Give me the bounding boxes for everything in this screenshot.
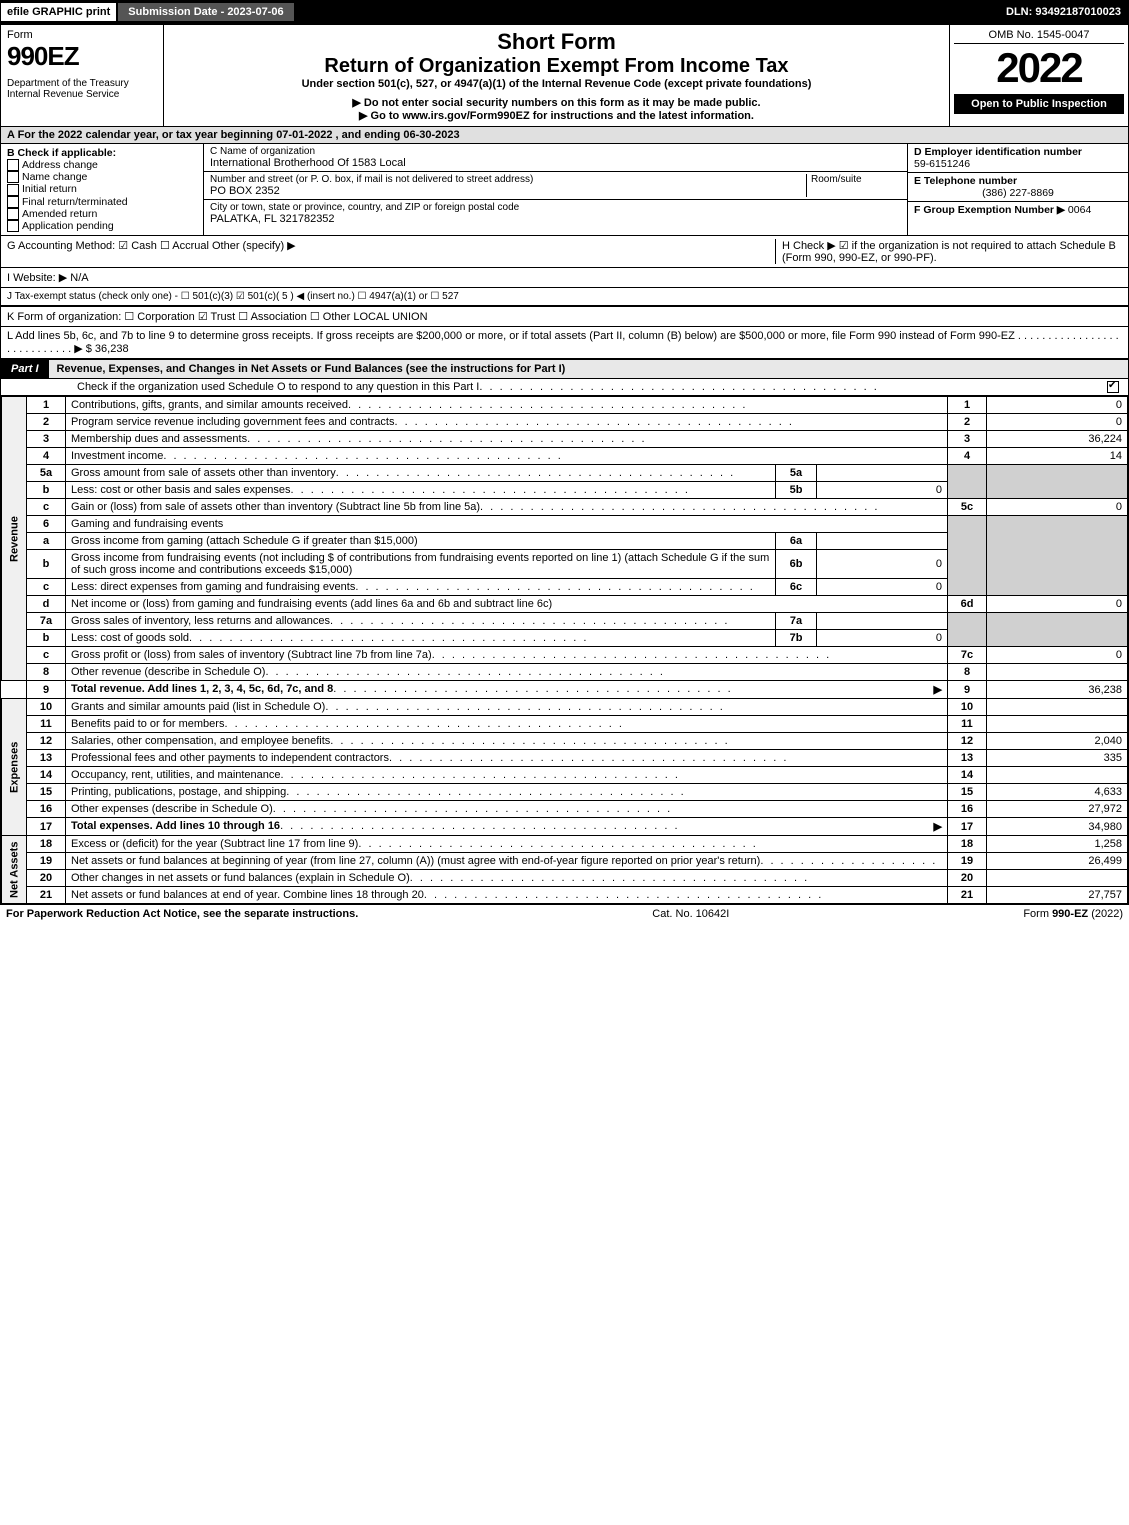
val-10 xyxy=(987,699,1128,716)
col-de: D Employer identification number 59-6151… xyxy=(907,144,1128,235)
val-6a xyxy=(817,533,948,550)
val-7c: 0 xyxy=(987,647,1128,664)
val-15: 4,633 xyxy=(987,784,1128,801)
val-3: 36,224 xyxy=(987,431,1128,448)
e-label: E Telephone number xyxy=(914,175,1122,187)
submission-date: Submission Date - 2023-07-06 xyxy=(117,2,294,22)
omb-number: OMB No. 1545-0047 xyxy=(954,27,1124,44)
val-5c: 0 xyxy=(987,499,1128,516)
line-g: G Accounting Method: ☑ Cash ☐ Accrual Ot… xyxy=(7,239,775,264)
part-1-tag: Part I xyxy=(1,360,49,378)
revenue-side-label: Revenue xyxy=(2,397,27,681)
val-7a xyxy=(817,613,948,630)
line-h: H Check ▶ ☑ if the organization is not r… xyxy=(775,239,1122,264)
footer-right: Form 990-EZ (2022) xyxy=(1023,908,1123,920)
val-12: 2,040 xyxy=(987,733,1128,750)
val-17: 34,980 xyxy=(987,818,1128,836)
department-label: Department of the Treasury Internal Reve… xyxy=(7,78,157,100)
val-8 xyxy=(987,664,1128,681)
part-1-title: Revenue, Expenses, and Changes in Net As… xyxy=(49,360,1128,378)
val-4: 14 xyxy=(987,448,1128,465)
val-19: 26,499 xyxy=(987,853,1128,870)
b-opt-pending[interactable]: Application pending xyxy=(7,220,197,232)
col-b: B Check if applicable: Address change Na… xyxy=(1,144,204,235)
val-7b: 0 xyxy=(817,630,948,647)
netassets-side-label: Net Assets xyxy=(2,836,27,904)
val-16: 27,972 xyxy=(987,801,1128,818)
form-word: Form xyxy=(7,29,157,41)
tax-year: 2022 xyxy=(954,44,1124,92)
line-g-h: G Accounting Method: ☑ Cash ☐ Accrual Ot… xyxy=(1,236,1128,268)
val-14 xyxy=(987,767,1128,784)
b-opt-name[interactable]: Name change xyxy=(7,171,197,183)
val-2: 0 xyxy=(987,414,1128,431)
val-6d: 0 xyxy=(987,596,1128,613)
form-number: 990EZ xyxy=(7,41,157,72)
phone-value: (386) 227-8869 xyxy=(914,187,1122,199)
c-city-label: City or town, state or province, country… xyxy=(210,202,901,213)
col-c: C Name of organization International Bro… xyxy=(204,144,907,235)
d-label: D Employer identification number xyxy=(914,146,1122,158)
b-opt-amended[interactable]: Amended return xyxy=(7,208,197,220)
schedule-o-check: Check if the organization used Schedule … xyxy=(1,379,1128,396)
org-name: International Brotherhood Of 1583 Local xyxy=(210,157,901,169)
c-street-label: Number and street (or P. O. box, if mail… xyxy=(210,174,806,185)
val-5b: 0 xyxy=(817,482,948,499)
top-bar: efile GRAPHIC print Submission Date - 20… xyxy=(0,0,1129,24)
goto-link[interactable]: ▶ Go to www.irs.gov/Form990EZ for instru… xyxy=(170,109,943,122)
return-title: Return of Organization Exempt From Incom… xyxy=(170,55,943,78)
dln-label: DLN: 93492187010023 xyxy=(998,3,1129,21)
b-label: B Check if applicable: xyxy=(7,147,197,159)
line-a: A For the 2022 calendar year, or tax yea… xyxy=(1,127,1128,144)
footer-mid: Cat. No. 10642I xyxy=(358,908,1023,920)
ein-value: 59-6151246 xyxy=(914,158,1122,170)
line-l: L Add lines 5b, 6c, and 7b to line 9 to … xyxy=(1,327,1128,359)
street-value: PO BOX 2352 xyxy=(210,185,806,197)
val-5a xyxy=(817,465,948,482)
f-label: F Group Exemption Number ▶ xyxy=(914,204,1065,216)
ssn-note: ▶ Do not enter social security numbers o… xyxy=(170,96,943,109)
efile-label[interactable]: efile GRAPHIC print xyxy=(0,2,117,22)
b-opt-final[interactable]: Final return/terminated xyxy=(7,196,197,208)
val-13: 335 xyxy=(987,750,1128,767)
under-section: Under section 501(c), 527, or 4947(a)(1)… xyxy=(170,78,943,90)
b-opt-address[interactable]: Address change xyxy=(7,159,197,171)
val-6b: 0 xyxy=(817,550,948,579)
line-k: K Form of organization: ☐ Corporation ☑ … xyxy=(1,306,1128,327)
expenses-side-label: Expenses xyxy=(2,699,27,836)
city-value: PALATKA, FL 321782352 xyxy=(210,213,901,225)
b-opt-initial[interactable]: Initial return xyxy=(7,183,197,195)
val-21: 27,757 xyxy=(987,887,1128,904)
footer-left: For Paperwork Reduction Act Notice, see … xyxy=(6,908,358,920)
line-j: J Tax-exempt status (check only one) - ☐… xyxy=(1,288,1128,306)
val-20 xyxy=(987,870,1128,887)
footer: For Paperwork Reduction Act Notice, see … xyxy=(0,905,1129,923)
part-1-header: Part I Revenue, Expenses, and Changes in… xyxy=(1,359,1128,379)
group-exemption-value: 0064 xyxy=(1068,204,1091,216)
room-label: Room/suite xyxy=(806,174,901,197)
info-grid: B Check if applicable: Address change Na… xyxy=(1,144,1128,236)
schedule-o-checkbox[interactable] xyxy=(1107,381,1119,393)
part-1-table: Revenue 1 Contributions, gifts, grants, … xyxy=(1,396,1128,904)
val-11 xyxy=(987,716,1128,733)
val-1: 0 xyxy=(987,397,1128,414)
form-frame: Form 990EZ Department of the Treasury In… xyxy=(0,24,1129,905)
open-inspection: Open to Public Inspection xyxy=(954,94,1124,114)
val-18: 1,258 xyxy=(987,836,1128,853)
form-header: Form 990EZ Department of the Treasury In… xyxy=(1,25,1128,127)
val-6c: 0 xyxy=(817,579,948,596)
c-name-label: C Name of organization xyxy=(210,146,901,157)
val-9: 36,238 xyxy=(987,681,1128,699)
line-i: I Website: ▶ N/A xyxy=(1,268,1128,288)
short-form-title: Short Form xyxy=(170,29,943,55)
